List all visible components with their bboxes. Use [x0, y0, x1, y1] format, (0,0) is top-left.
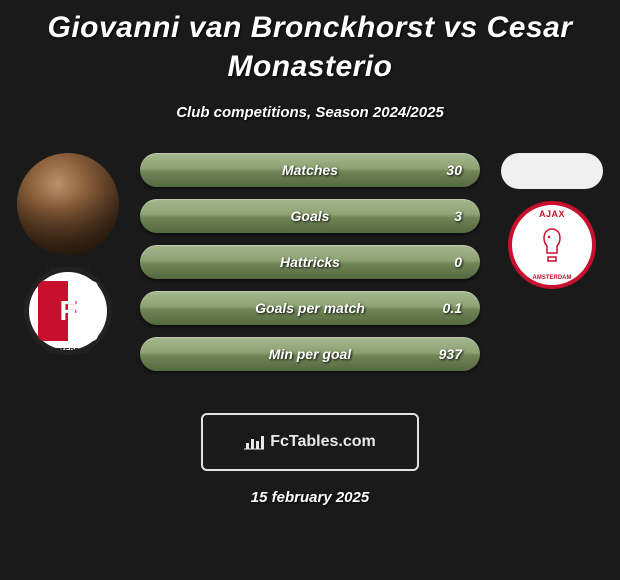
stat-row-goals: Goals 3: [140, 199, 480, 233]
stat-row-hattricks: Hattricks 0: [140, 245, 480, 279]
stats-list: Matches 30 Goals 3 Hattricks 0 Goals per…: [140, 153, 480, 371]
stat-row-min-per-goal: Min per goal 937: [140, 337, 480, 371]
player-left-photo: [17, 153, 119, 255]
stat-right-value: 0.1: [443, 300, 462, 316]
stat-right-value: 30: [446, 162, 462, 178]
club-badge-feyenoord: FEYENOORD F ROTTERDAM: [24, 267, 112, 355]
stat-label: Min per goal: [269, 346, 351, 362]
right-player-column: AJAX AMSTERDAM: [492, 153, 612, 289]
comparison-panel: FEYENOORD F ROTTERDAM AJAX AMSTERDAM Mat…: [0, 153, 620, 393]
stat-right-value: 937: [439, 346, 462, 362]
stat-row-matches: Matches 30: [140, 153, 480, 187]
fctables-badge[interactable]: FcTables.com: [201, 413, 419, 471]
ajax-text-top: AJAX: [539, 209, 565, 219]
fctables-label: FcTables.com: [270, 433, 376, 451]
ajax-head-icon: [534, 223, 570, 267]
stat-label: Matches: [282, 162, 338, 178]
stat-label: Goals per match: [255, 300, 365, 316]
club-badge-ajax: AJAX AMSTERDAM: [508, 201, 596, 289]
player-right-photo-placeholder: [501, 153, 603, 189]
stat-label: Hattricks: [280, 254, 340, 270]
date-label: 15 february 2025: [0, 489, 620, 506]
stat-row-goals-per-match: Goals per match 0.1: [140, 291, 480, 325]
subtitle: Club competitions, Season 2024/2025: [0, 104, 620, 121]
feyenoord-f-icon: F: [59, 295, 76, 327]
feyenoord-text-bottom: ROTTERDAM: [46, 348, 91, 355]
ajax-text-bottom: AMSTERDAM: [533, 275, 572, 281]
stat-right-value: 0: [454, 254, 462, 270]
stat-right-value: 3: [454, 208, 462, 224]
left-player-column: FEYENOORD F ROTTERDAM: [8, 153, 128, 355]
bar-chart-icon: [244, 434, 264, 450]
stat-label: Goals: [291, 208, 330, 224]
page-title: Giovanni van Bronckhorst vs Cesar Monast…: [0, 0, 620, 86]
feyenoord-text-top: FEYENOORD: [46, 267, 90, 274]
